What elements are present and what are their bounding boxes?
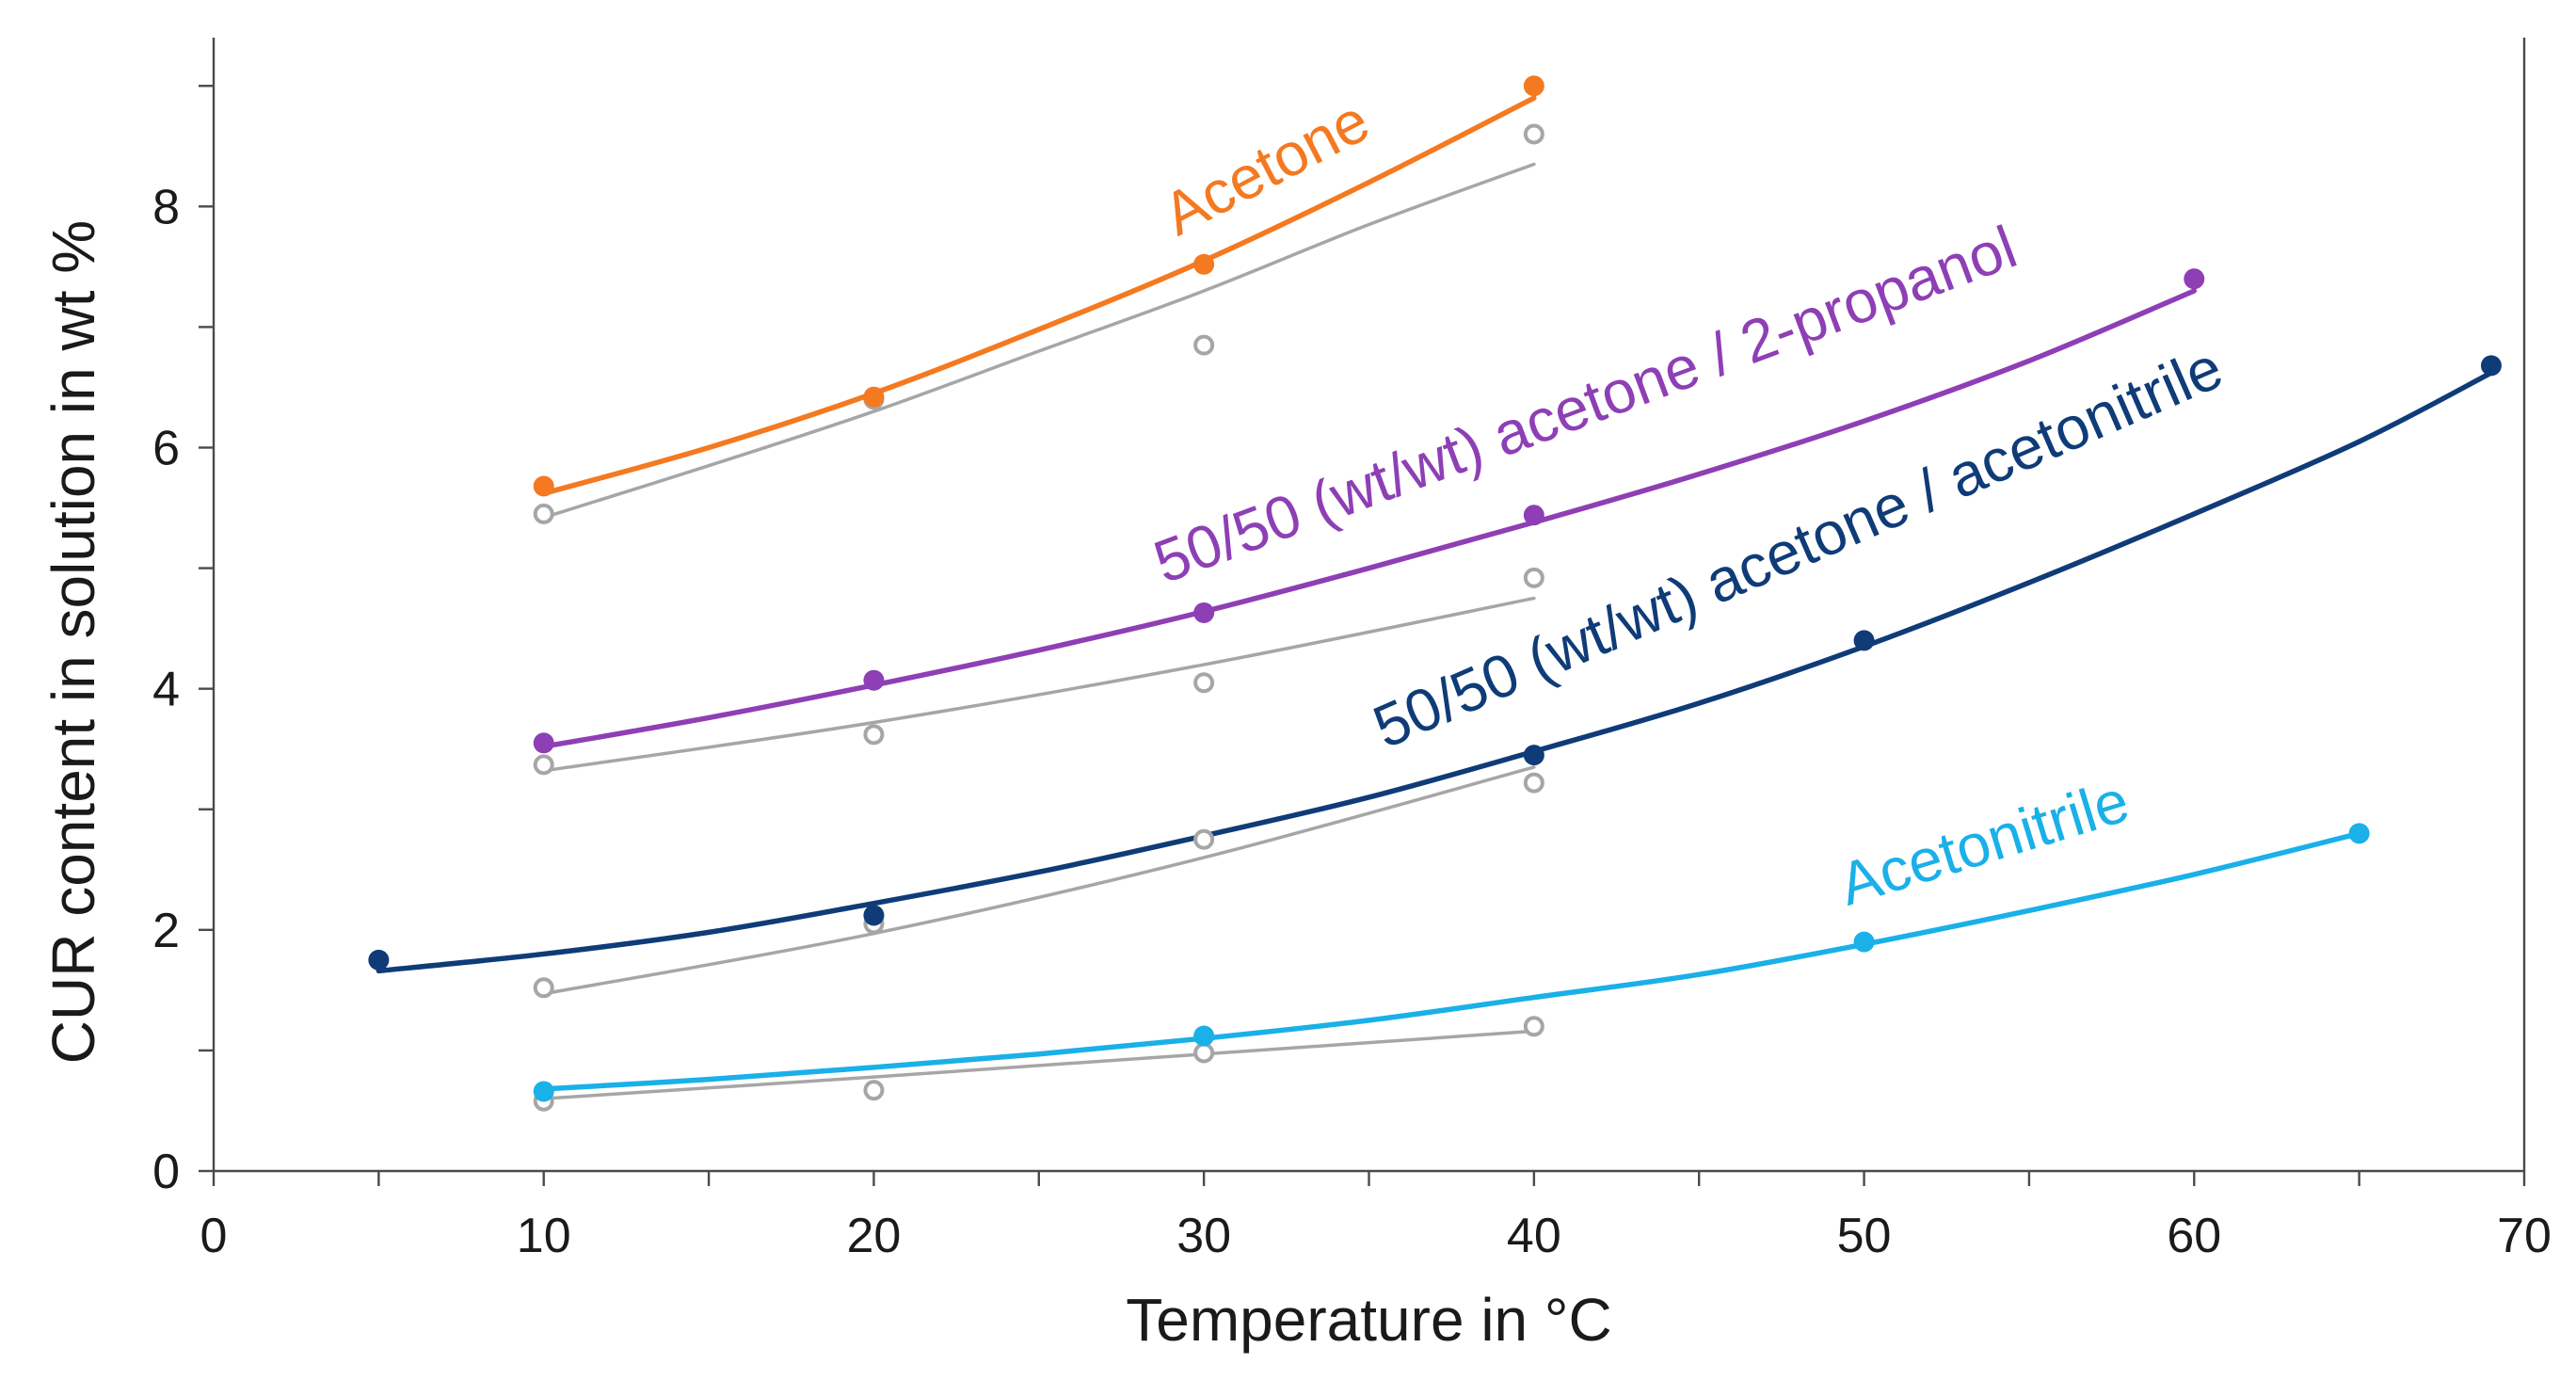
reference-data-point (533, 503, 554, 524)
reference-data-point (1193, 1042, 1215, 1064)
data-point (1193, 602, 1215, 623)
y-tick-label: 0 (152, 1145, 180, 1199)
data-point (1523, 505, 1544, 526)
y-tick-label: 4 (152, 663, 180, 717)
x-tick-label: 50 (1837, 1209, 1892, 1263)
reference-fit-curve (541, 162, 1536, 520)
data-point (1853, 931, 1875, 953)
x-axis-title: Temperature in °C (1126, 1286, 1611, 1354)
data-point (1193, 1025, 1215, 1047)
reference-data-point (863, 1080, 885, 1101)
reference-data-point (1193, 828, 1215, 850)
data-point (368, 949, 390, 971)
reference-fit-curve (541, 1029, 1536, 1100)
y-ticks: 0 2 4 6 8 (152, 85, 214, 1199)
data-point (863, 905, 885, 926)
series-fit-curve (376, 370, 2494, 974)
x-tick-label: 0 (200, 1209, 228, 1263)
data-point (533, 475, 554, 497)
reference-data-point (533, 977, 554, 999)
reference-data-point (533, 754, 554, 776)
x-tick-label: 30 (1176, 1209, 1231, 1263)
data-point (1853, 630, 1875, 651)
x-tick-label: 10 (517, 1209, 571, 1263)
x-tick-label: 40 (1507, 1209, 1561, 1263)
y-tick-label: 8 (152, 180, 180, 234)
axes: 0 10 20 30 40 50 60 70 0 2 4 6 8 (152, 38, 2552, 1263)
reference-data-point (1193, 672, 1215, 694)
x-ticks: 0 10 20 30 40 50 60 70 (200, 1171, 2552, 1263)
reference-data-point (1523, 772, 1544, 794)
data-points (368, 75, 2502, 1112)
fit-curves (376, 95, 2494, 1100)
reference-data-point (1523, 123, 1544, 145)
series-fit-curve (540, 830, 2362, 1092)
y-axis-title: CUR content in solution in wt % (40, 220, 107, 1064)
y-tick-label: 6 (152, 421, 180, 475)
reference-data-point (1193, 334, 1215, 356)
data-point (2348, 823, 2370, 844)
data-point (1193, 253, 1215, 275)
series-fit-curve (540, 95, 1537, 496)
data-point (1523, 75, 1544, 97)
series-fit-curve (540, 288, 2198, 749)
reference-fit-curve (541, 596, 1536, 773)
series-label: 50/50 (wt/wt) acetone / acetonitrile (1364, 333, 2232, 762)
data-point (863, 386, 885, 408)
data-point (1523, 745, 1544, 766)
x-tick-label: 20 (847, 1209, 902, 1263)
reference-data-point (1523, 1016, 1544, 1037)
data-point (2480, 355, 2502, 377)
x-tick-label: 70 (2497, 1209, 2552, 1263)
y-tick-label: 2 (152, 904, 180, 958)
reference-data-point (863, 724, 885, 746)
data-point (2184, 268, 2205, 290)
data-point (533, 1081, 554, 1102)
reference-fit-curve (541, 765, 1536, 996)
series-label: Acetone (1152, 86, 1380, 248)
data-point (533, 732, 554, 754)
x-tick-label: 60 (2167, 1209, 2221, 1263)
data-point (863, 669, 885, 691)
reference-data-point (1523, 567, 1544, 588)
